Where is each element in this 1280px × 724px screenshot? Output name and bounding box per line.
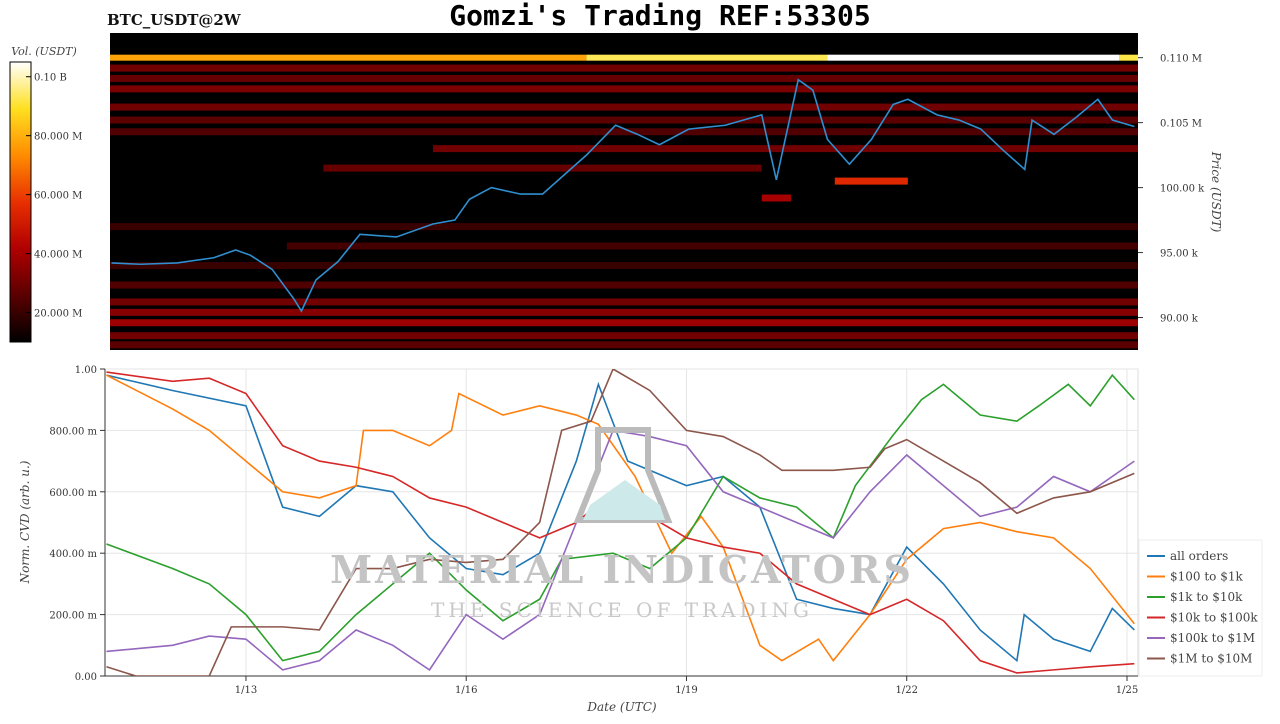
price-tick-label: 100.00 k bbox=[1160, 184, 1205, 195]
price-tick-label: 95.00 k bbox=[1160, 249, 1199, 260]
heatmap-band bbox=[1119, 54, 1138, 61]
x-tick-label: 1/25 bbox=[1116, 685, 1138, 696]
heatmap-band bbox=[110, 128, 1138, 136]
legend-entry: $100 to $1k bbox=[1170, 570, 1243, 584]
legend-entry: $1k to $10k bbox=[1170, 590, 1243, 604]
heatmap-band bbox=[761, 194, 791, 202]
heatmap-band bbox=[286, 242, 1138, 250]
heatmap-band bbox=[110, 116, 1138, 124]
cvd-line-0 bbox=[106, 374, 1135, 663]
price-tick-label: 0.105 M bbox=[1160, 119, 1202, 130]
x-axis-label: Date (UTC) bbox=[586, 700, 656, 714]
heatmap-band bbox=[110, 341, 1138, 349]
y-tick-label: 400.00 m bbox=[49, 549, 97, 560]
heatmap-band bbox=[110, 332, 1138, 340]
watermark-line2: THE SCIENCE OF TRADING bbox=[431, 598, 813, 622]
cvd-line-4 bbox=[106, 429, 1135, 671]
colorbar: Vol. (USDT) 20.000 M 40.000 M 60.000 M 80.00… bbox=[9, 45, 82, 343]
colorbar-tick-label: 40.000 M bbox=[34, 250, 82, 261]
y-tick-label: 600.00 m bbox=[49, 488, 97, 499]
x-tick-label: 1/16 bbox=[455, 685, 477, 696]
legend-entry: $100k to $1M bbox=[1170, 631, 1255, 645]
cvd-line-5 bbox=[106, 369, 1135, 676]
colorbar-tick-label: 60.000 M bbox=[34, 191, 82, 202]
legend-box bbox=[1138, 539, 1263, 677]
y-tick-label: 0.00 bbox=[75, 672, 97, 683]
price-tick-label: 90.00 k bbox=[1160, 314, 1199, 325]
colorbar-gradient bbox=[9, 61, 32, 343]
heatmap-band bbox=[110, 223, 1138, 231]
heatmap-band bbox=[110, 298, 1138, 306]
heatmap-cells bbox=[110, 54, 1138, 349]
symbol-label: BTC_USDT@2W bbox=[107, 11, 242, 29]
x-tick-label: 1/22 bbox=[895, 685, 917, 696]
y-tick-label: 800.00 m bbox=[49, 426, 97, 437]
price-axis-label: Price (USDT) bbox=[1209, 151, 1223, 233]
x-tick-label: 1/19 bbox=[675, 685, 697, 696]
heatmap-band bbox=[827, 54, 1120, 61]
y-tick-label: 1.00 bbox=[75, 365, 97, 376]
heatmap-band bbox=[110, 74, 1138, 82]
cvd-line-1 bbox=[106, 374, 1135, 662]
x-tick-label: 1/13 bbox=[235, 685, 257, 696]
y-tick-label: 200.00 m bbox=[49, 611, 97, 622]
watermark-logo: MATERIAL INDICATORS THE SCIENCE OF TRADI… bbox=[330, 427, 914, 622]
chart-title: Gomzi's Trading REF:53305 bbox=[449, 0, 870, 32]
watermark-line1: MATERIAL INDICATORS bbox=[330, 547, 914, 592]
heatmap-band bbox=[110, 281, 1138, 289]
heatmap-panel: 90.00 k 95.00 k 100.00 k 0.105 M 0.110 M Pric… bbox=[110, 33, 1223, 350]
legend: all orders $100 to $1k $1k to $10k $10k to … bbox=[1138, 539, 1263, 677]
legend-entry: $10k to $100k bbox=[1170, 611, 1258, 625]
heatmap-band bbox=[110, 103, 1138, 111]
heatmap-band bbox=[110, 54, 587, 61]
colorbar-tick-label: 20.000 M bbox=[34, 309, 82, 320]
heatmap-band bbox=[323, 164, 762, 172]
legend-entry: $1M to $10M bbox=[1170, 652, 1252, 666]
colorbar-tick-label: 0.10 B bbox=[34, 73, 67, 84]
cvd-panel: 1/13 1/16 1/19 1/22 1/25 0.00 200.00 m 400.00 m… bbox=[18, 365, 1139, 714]
heatmap-band bbox=[110, 319, 1138, 327]
colorbar-label: Vol. (USDT) bbox=[11, 45, 77, 58]
price-line bbox=[111, 78, 1135, 313]
heatmap-band bbox=[110, 262, 1138, 270]
y-axis-label: Norm. CVD (arb. u.) bbox=[18, 460, 32, 584]
heatmap-band bbox=[110, 64, 1138, 72]
heatmap-band bbox=[110, 85, 1138, 93]
heatmap-band bbox=[432, 145, 1138, 153]
legend-entry: all orders bbox=[1170, 549, 1228, 563]
heatmap-band bbox=[834, 177, 908, 185]
colorbar-tick-label: 80.000 M bbox=[34, 132, 82, 143]
price-tick-label: 0.110 M bbox=[1160, 54, 1202, 65]
heatmap-band bbox=[586, 54, 828, 61]
heatmap-band bbox=[110, 308, 1138, 316]
